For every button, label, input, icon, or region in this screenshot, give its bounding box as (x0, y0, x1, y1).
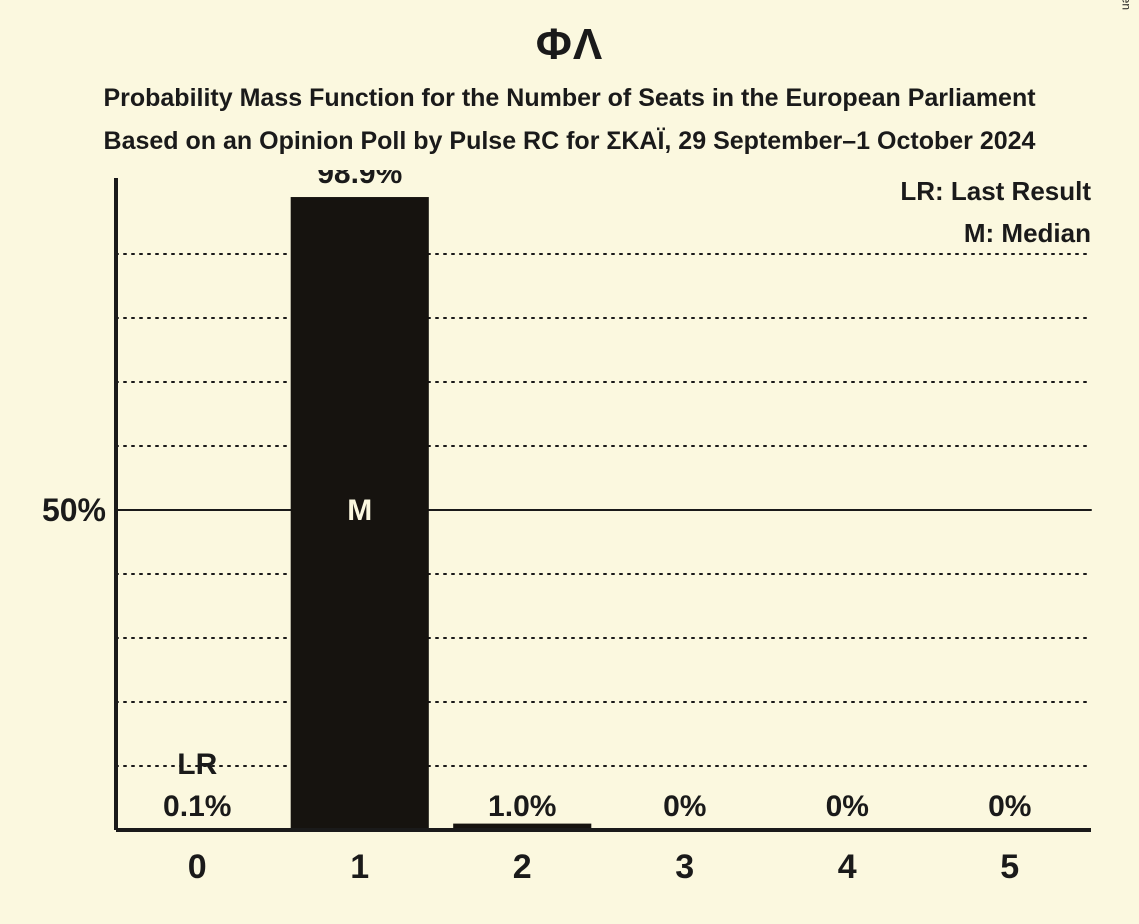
chart-area: 0.1% 0 98.9% 1 1.0% 2 0% 3 0% 4 0% 5 LR M 50% LR: Las… (36, 170, 1103, 894)
bar-value-label: 0% (988, 790, 1031, 823)
x-tick-label: 1 (350, 848, 369, 886)
x-tick-label: 4 (838, 848, 857, 886)
chart-subtitle-1: Probability Mass Function for the Number… (0, 84, 1139, 113)
x-tick-label: 3 (675, 848, 694, 886)
legend-lr: LR: Last Result (900, 176, 1091, 206)
x-tick-label: 5 (1000, 848, 1019, 886)
page-root: © 2024 Filip van Laenen ΦΛ Probability M… (0, 0, 1139, 924)
legend-m: M: Median (964, 218, 1091, 248)
chart-svg: 0.1% 0 98.9% 1 1.0% 2 0% 3 0% 4 0% 5 LR M 50% LR: Las… (36, 170, 1103, 894)
chart-subtitle-2: Based on an Opinion Poll by Pulse RC for… (0, 127, 1139, 156)
y-axis-50-label: 50% (42, 492, 106, 528)
annotation-lr: LR (177, 748, 217, 781)
x-tick-label: 2 (513, 848, 532, 886)
axes-group (116, 178, 1091, 830)
copyright-text: © 2024 Filip van Laenen (1119, 0, 1133, 10)
bar-value-label: 0.1% (163, 790, 231, 823)
bar-value-label: 0% (826, 790, 869, 823)
grid-group (116, 254, 1091, 766)
bar-value-label: 1.0% (488, 790, 556, 823)
bar-value-label: 0% (663, 790, 706, 823)
x-tick-label: 0 (188, 848, 207, 886)
bar-value-label: 98.9% (317, 170, 402, 190)
chart-title: ΦΛ (0, 0, 1139, 70)
annotation-m: M (347, 494, 372, 527)
